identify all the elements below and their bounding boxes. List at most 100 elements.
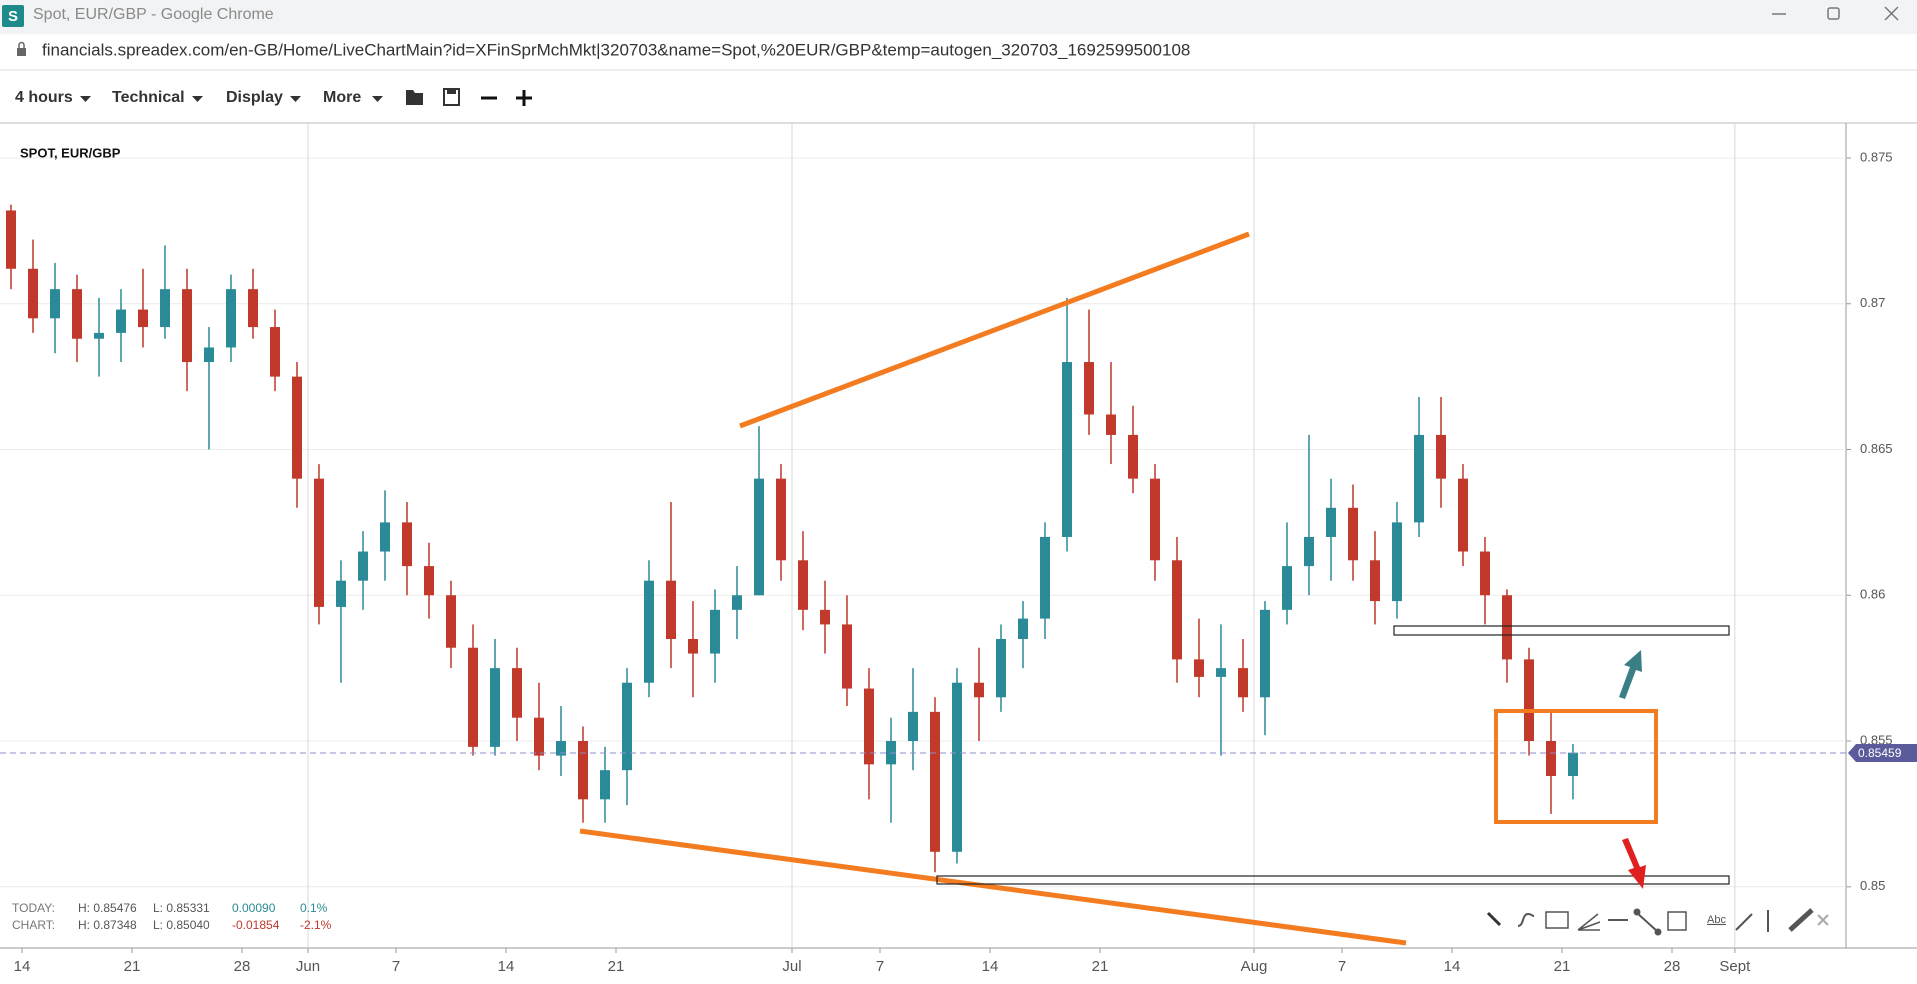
candle-body [1326, 507, 1336, 537]
candle-body [1480, 551, 1490, 596]
window-controls[interactable] [1772, 6, 1899, 21]
candle-body [490, 668, 500, 747]
candle-body [1238, 668, 1248, 698]
x-tick-label: 14 [498, 958, 515, 975]
candle-body [644, 580, 654, 683]
candle-body [336, 580, 346, 607]
candle-body [1128, 434, 1138, 479]
candle-body [50, 289, 60, 319]
candle-body [1282, 566, 1292, 610]
candle-body [798, 560, 808, 610]
candle-body [864, 688, 874, 765]
candle-body [666, 580, 676, 639]
level-zone [1393, 625, 1730, 636]
candle-body [1502, 595, 1512, 660]
candle-body [138, 309, 148, 328]
toolbar-item[interactable]: 4 hours [15, 89, 73, 106]
candle-body [248, 289, 258, 328]
stats-percent: -2.1% [300, 918, 332, 932]
candle-body [1414, 434, 1424, 523]
candle-body [1370, 560, 1380, 602]
candle-body [270, 327, 280, 377]
y-tick-label: 0.87 [1860, 295, 1885, 310]
candle-body [600, 770, 610, 800]
candle-body [204, 347, 214, 363]
candle-body [1348, 507, 1358, 561]
candle-body [1150, 478, 1160, 561]
annotations [579, 231, 1730, 946]
candle-body [1194, 659, 1204, 677]
x-tick-label: Sept [1719, 958, 1751, 975]
candle-body [578, 741, 588, 800]
window-title: Spot, EUR/GBP - Google Chrome [33, 6, 274, 23]
candle-body [556, 741, 566, 756]
candle-body [1458, 478, 1468, 552]
candle-body [930, 711, 940, 852]
candle-body [446, 595, 456, 648]
x-tick-label: 14 [982, 958, 999, 975]
candle-body [1018, 618, 1028, 639]
candle-body [754, 478, 764, 596]
candle-body [160, 289, 170, 328]
drawing-tools[interactable] [1486, 908, 1829, 936]
url[interactable]: financials.spreadex.com/en-GB/Home/LiveC… [42, 40, 1190, 59]
candle-body [28, 268, 38, 319]
up-arrow [1619, 650, 1642, 699]
toolbar-item[interactable]: Technical [112, 89, 185, 106]
candle-body [622, 682, 632, 771]
candle-body [182, 289, 192, 363]
text-tool[interactable]: Abc [1707, 914, 1726, 926]
favicon [2, 5, 24, 27]
title-bar [0, 0, 1917, 34]
candle-body [1546, 741, 1556, 777]
lock-shackle [18, 41, 25, 48]
candle-body [1084, 362, 1094, 415]
candle-body [688, 638, 698, 654]
stats: TODAY: H: 0.85476 L: 0.85331 0.00090 0.1… [12, 901, 332, 932]
chart: 0.85 0.855 0.86 0.865 0.87 0.875 14 21 28 Jun 7 14 2… [0, 123, 1917, 975]
candle-body [952, 682, 962, 852]
candle-body [1040, 536, 1050, 619]
x-tick-label: 28 [234, 958, 251, 975]
last-price-label: 0.85459 [1858, 746, 1902, 760]
stats-change: 0.00090 [232, 901, 276, 915]
candle-body [1106, 414, 1116, 435]
candle-body [820, 609, 830, 625]
candle-body [1436, 434, 1446, 479]
trend-line [739, 231, 1250, 429]
x-tick-label: Aug [1241, 958, 1268, 975]
level-zone [936, 875, 1730, 885]
stats-high: H: 0.85476 [78, 901, 137, 915]
stats-high: H: 0.87348 [78, 918, 137, 932]
stats-label: CHART: [12, 918, 55, 932]
candle-body [402, 522, 412, 567]
candle-body [1172, 560, 1182, 660]
y-tick-label: 0.865 [1860, 441, 1893, 456]
x-tick-label: 21 [608, 958, 625, 975]
x-tick-label: 7 [392, 958, 400, 975]
stats-label: TODAY: [12, 901, 55, 915]
candle-body [314, 478, 324, 607]
candle-body [974, 682, 984, 698]
candle-body [1392, 522, 1402, 602]
stats-low: L: 0.85331 [153, 901, 210, 915]
candle-body [6, 210, 16, 269]
toolbar-icons[interactable] [406, 88, 532, 106]
down-arrow [1622, 838, 1646, 889]
x-tick-label: 28 [1664, 958, 1681, 975]
x-tick-label: 14 [1444, 958, 1461, 975]
candle-body [1260, 609, 1270, 698]
y-tick-label: 0.85 [1860, 878, 1885, 893]
candle-body [908, 711, 918, 742]
toolbar: 4 hours Technical Display More [15, 89, 361, 106]
candle-body [72, 289, 82, 339]
x-tick-label: 7 [1338, 958, 1346, 975]
x-tick-label: Jul [782, 958, 801, 975]
candle-body [1062, 362, 1072, 537]
x-tick-label: 21 [124, 958, 141, 975]
stats-change: -0.01854 [232, 918, 280, 932]
toolbar-item[interactable]: More [323, 89, 361, 106]
toolbar-item[interactable]: Display [226, 89, 283, 106]
stats-low: L: 0.85040 [153, 918, 210, 932]
